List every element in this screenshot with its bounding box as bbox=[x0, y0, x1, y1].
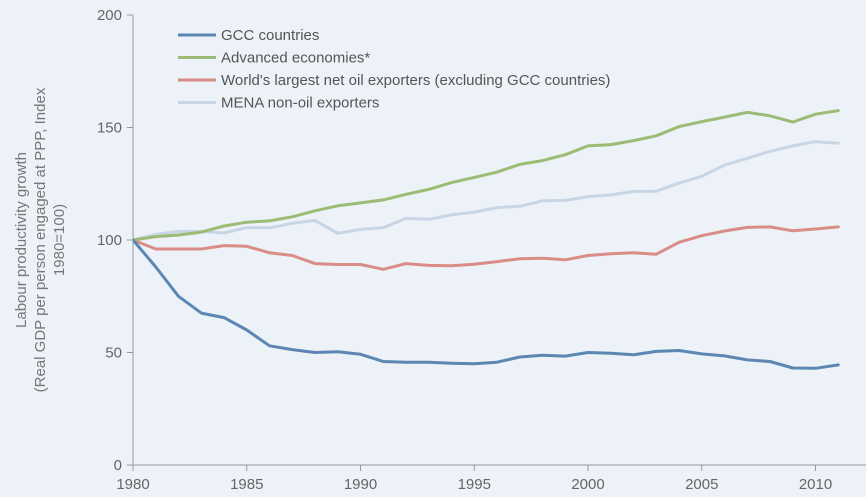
series-line-gcc-countries bbox=[133, 238, 840, 370]
y-axis-title: Labour productivity growth (Real GDP per… bbox=[13, 87, 68, 392]
x-tick-label: 1985 bbox=[230, 476, 263, 493]
axes: 0 50 100 150 200 1980 1985 1990 1995 2000 2005 2010 bbox=[97, 7, 866, 493]
y-axis-title-line-2: (Real GDP per person engaged at PPP, Ind… bbox=[32, 87, 49, 392]
y-tick-label: 100 bbox=[97, 232, 122, 249]
legend-label: GCC countries bbox=[221, 27, 319, 44]
x-tick-label: 2010 bbox=[799, 476, 832, 493]
series-line-mena-non-oil-exporters bbox=[133, 140, 840, 242]
y-axis-title-line-3: 1980=100) bbox=[51, 204, 68, 276]
legend-label: MENA non-oil exporters bbox=[221, 95, 379, 112]
x-tick-label: 1995 bbox=[458, 476, 491, 493]
x-tick-label: 1990 bbox=[344, 476, 377, 493]
legend-label: Advanced economies* bbox=[221, 50, 370, 67]
x-tick-label: 2005 bbox=[685, 476, 718, 493]
x-tick-label: 1980 bbox=[116, 476, 149, 493]
y-tick-label: 200 bbox=[97, 7, 122, 24]
y-tick-label: 0 bbox=[114, 457, 122, 474]
y-tick-label: 50 bbox=[105, 345, 122, 362]
series-line-world-s-largest-net-oil-exporters-excluding-gcc-countries bbox=[133, 225, 840, 271]
y-tick-label: 150 bbox=[97, 120, 122, 137]
legend: GCC countries Advanced economies* World's … bbox=[178, 27, 610, 112]
series-lines bbox=[133, 109, 840, 370]
y-axis-title-line-1: Labour productivity growth bbox=[13, 152, 30, 328]
x-tick-label: 2000 bbox=[571, 476, 604, 493]
legend-label: World's largest net oil exporters (exclu… bbox=[221, 72, 610, 89]
series-line-advanced-economies bbox=[133, 109, 840, 242]
